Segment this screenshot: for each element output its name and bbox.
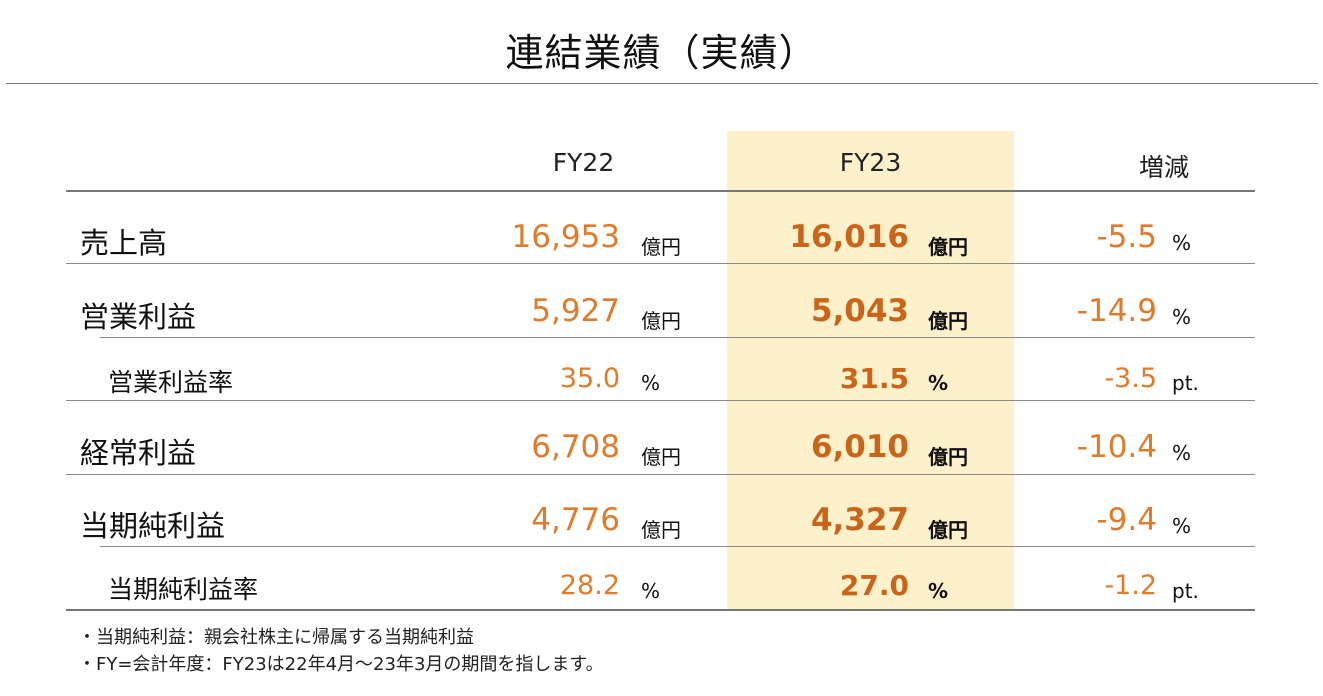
change-value: -10.4 (1076, 429, 1157, 465)
change-value: -1.2 (1104, 570, 1157, 601)
row-label: 営業利益 (80, 300, 197, 334)
footnote-net-income: ・当期純利益：親会社株主に帰属する当期純利益 (78, 627, 474, 648)
table-bottom-divider (66, 609, 1255, 611)
fy23-value: 5,043 (810, 293, 909, 329)
row-label: 当期純利益 (80, 509, 226, 543)
fy22-value: 4,776 (531, 502, 620, 538)
header-divider (66, 190, 1255, 192)
fy22-unit: 億円 (641, 309, 681, 333)
column-header-fy22: FY22 (552, 148, 615, 177)
table-row: 当期純利益 4,776 億円 4,327 億円 -9.4 % (0, 486, 1323, 558)
fy22-value: 6,708 (531, 429, 620, 465)
page-title: 連結業績（実績） (505, 31, 818, 75)
row-label: 経常利益 (80, 436, 197, 470)
table-row: 営業利益 5,927 億円 5,043 億円 -14.9 % (0, 275, 1323, 347)
row-divider (100, 546, 1255, 547)
fy22-unit: 億円 (641, 518, 681, 542)
change-unit: % (1172, 441, 1192, 465)
fy23-value: 16,016 (789, 219, 909, 255)
column-header-fy23: FY23 (839, 148, 902, 177)
fy22-value: 16,953 (511, 219, 620, 255)
fy22-value: 5,927 (531, 293, 620, 329)
fy23-value: 4,327 (810, 502, 909, 538)
table-row: 経常利益 6,708 億円 6,010 億円 -10.4 % (0, 412, 1323, 484)
change-unit: % (1172, 231, 1192, 255)
fy22-unit: % (641, 579, 661, 603)
fy23-unit: 億円 (928, 445, 968, 469)
fy22-unit: 億円 (641, 235, 681, 259)
fy22-unit: % (641, 371, 661, 395)
fy22-unit: 億円 (641, 445, 681, 469)
fy23-value: 6,010 (810, 429, 909, 465)
row-divider (66, 263, 1255, 264)
change-value: -3.5 (1104, 363, 1157, 394)
fy23-value: 31.5 (839, 362, 909, 395)
title-divider (6, 83, 1318, 84)
change-value: -5.5 (1096, 219, 1158, 255)
change-unit: % (1172, 514, 1192, 538)
column-header-change: 増減 (1138, 153, 1189, 182)
footnote-fiscal-year: ・FY=会計年度：FY23は22年4月～23年3月の期間を指します。 (78, 654, 604, 675)
row-divider (66, 400, 1255, 401)
fy23-value: 27.0 (839, 569, 909, 602)
fy23-unit: % (928, 371, 949, 395)
table-row: 売上高 16,953 億円 16,016 億円 -5.5 % (0, 203, 1323, 275)
change-value: -9.4 (1096, 502, 1158, 538)
fy23-unit: 億円 (928, 309, 968, 333)
row-divider (66, 474, 1255, 475)
table-row: 当期純利益率 28.2 % 27.0 % -1.2 pt. (0, 554, 1323, 626)
change-unit: pt. (1172, 371, 1199, 395)
change-unit: % (1172, 305, 1192, 329)
fy23-unit: 億円 (928, 235, 968, 259)
change-unit: pt. (1172, 579, 1199, 603)
change-value: -14.9 (1076, 293, 1157, 329)
row-label: 当期純利益率 (108, 575, 259, 604)
fy22-value: 35.0 (559, 363, 620, 394)
table-row: 営業利益率 35.0 % 31.5 % -3.5 pt. (0, 345, 1323, 417)
row-label: 営業利益率 (108, 368, 234, 397)
fy23-unit: % (928, 579, 949, 603)
row-divider (100, 337, 1255, 338)
fy23-highlight-column (727, 131, 1014, 611)
fy22-value: 28.2 (559, 570, 620, 601)
row-label: 売上高 (80, 226, 168, 260)
fy23-unit: 億円 (928, 518, 968, 542)
